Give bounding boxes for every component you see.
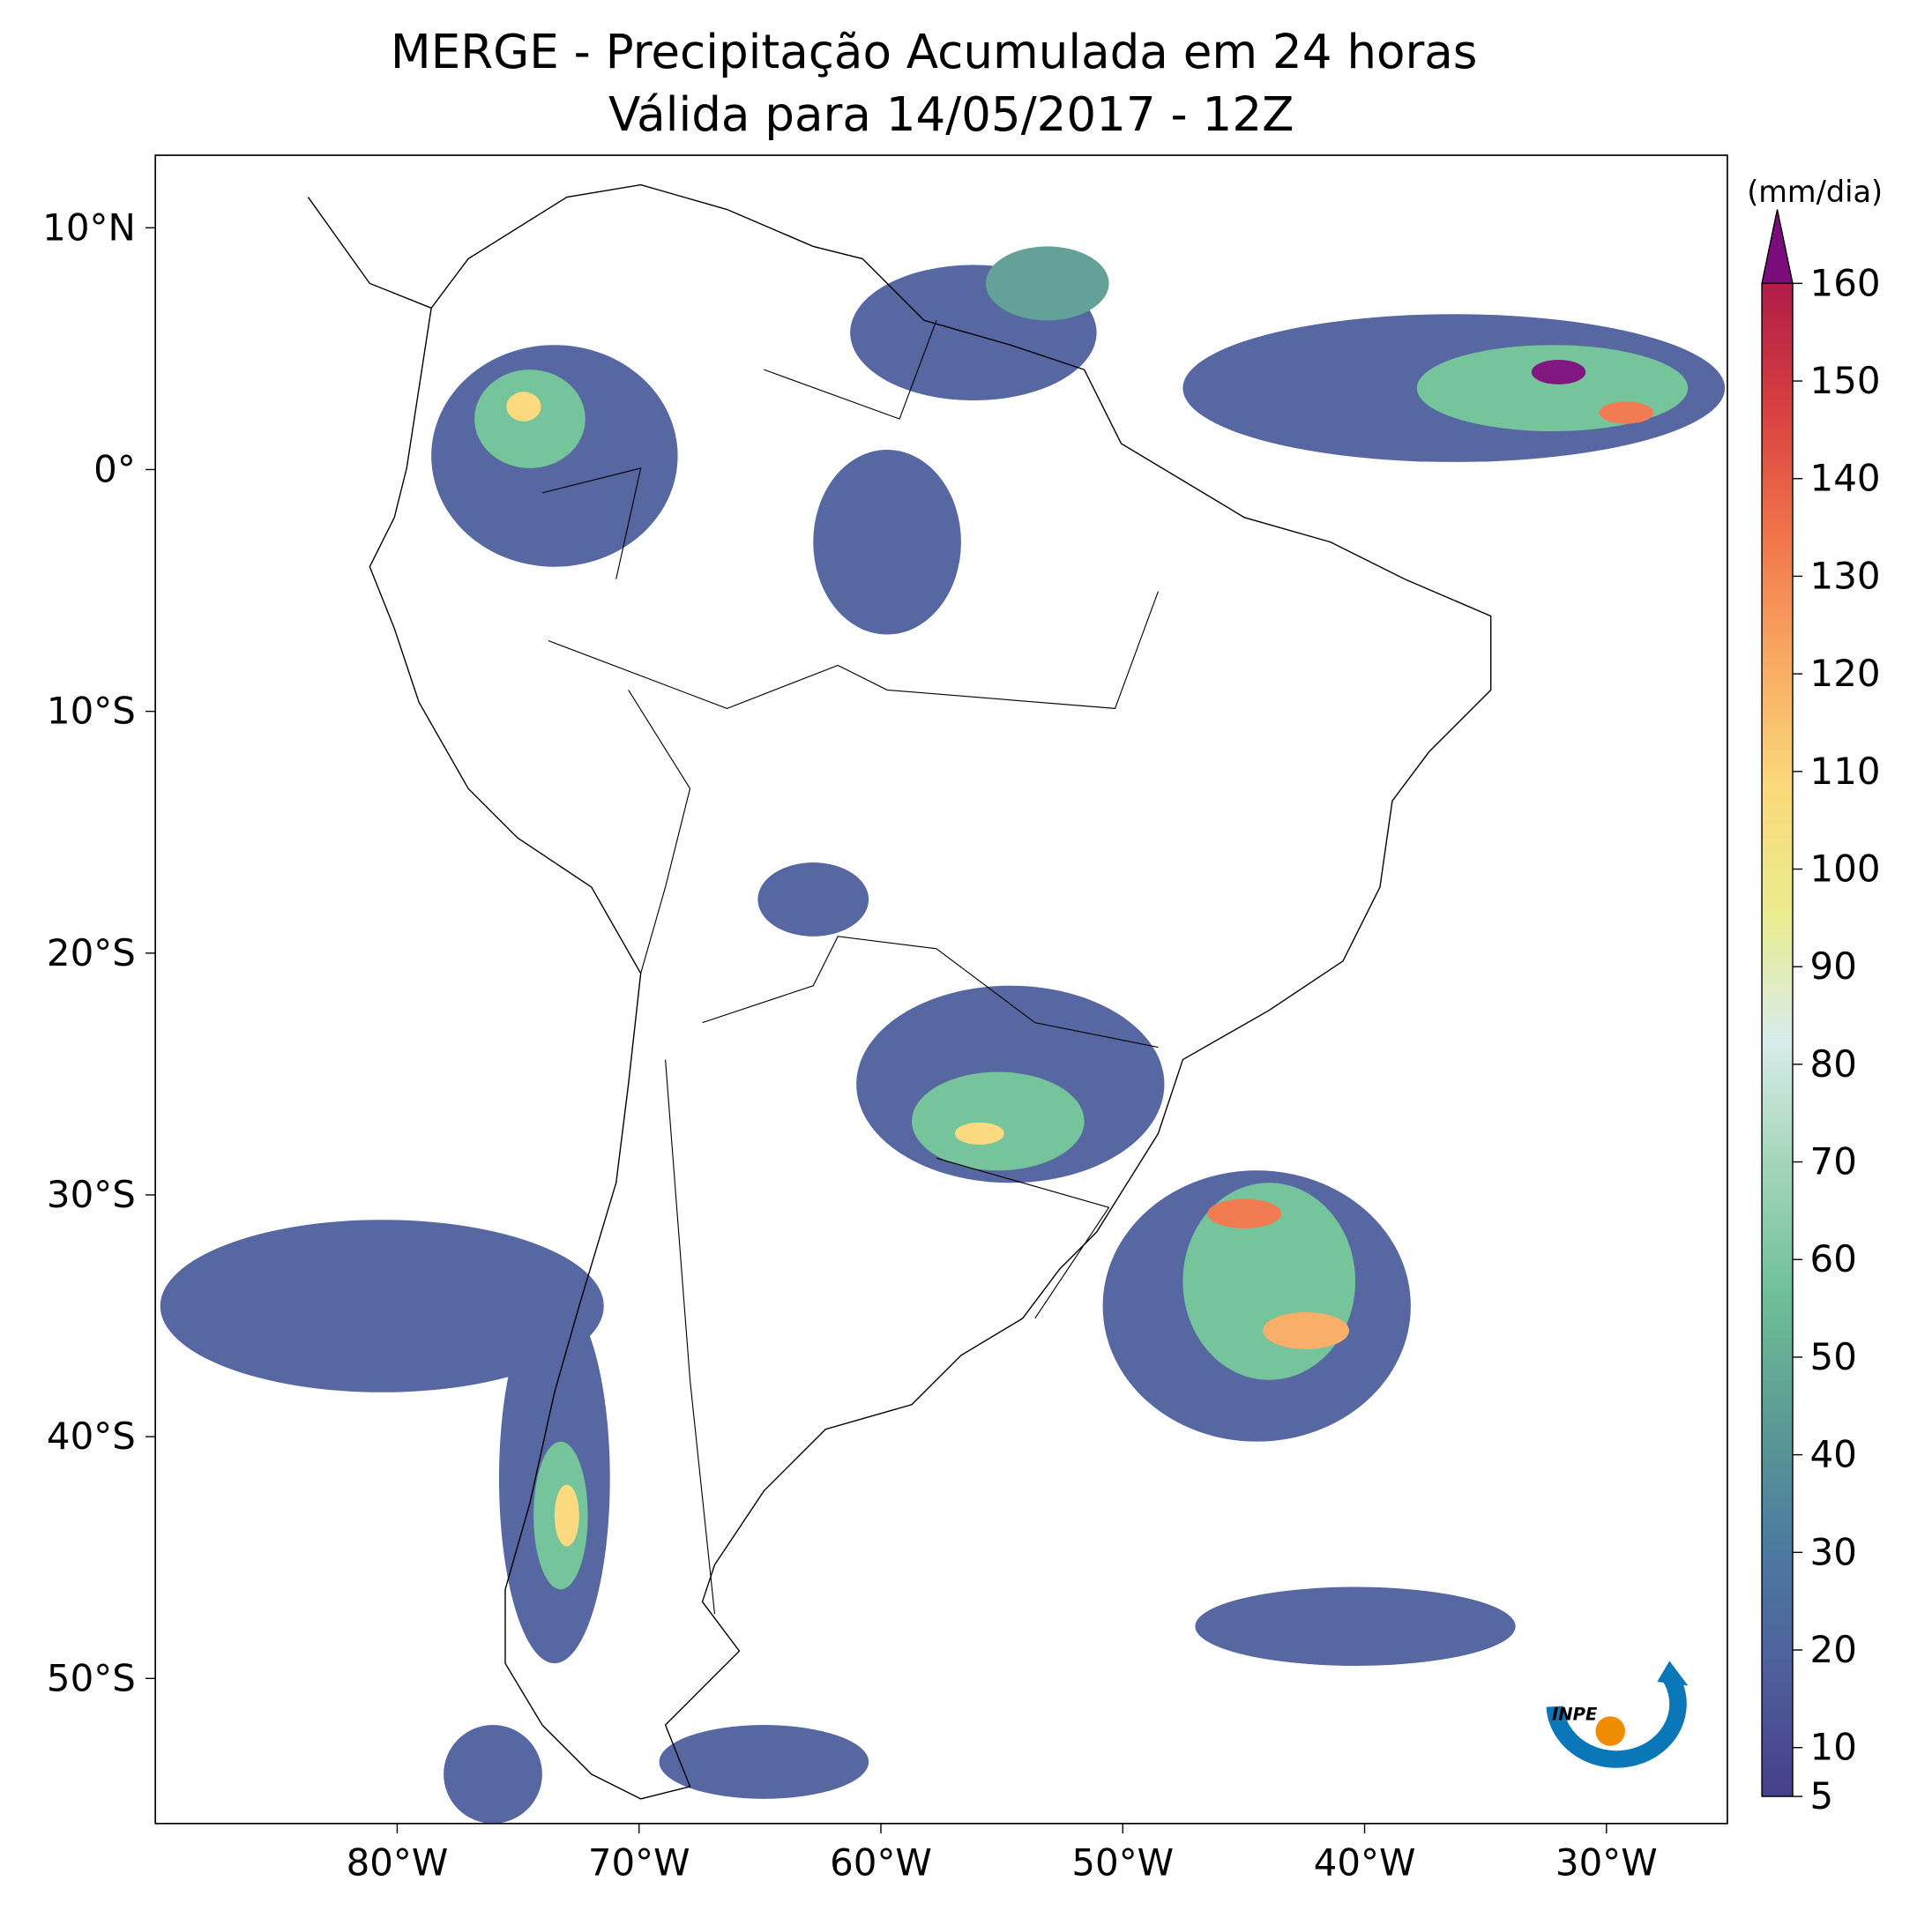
coastline bbox=[307, 183, 1492, 1800]
colorbar-tick-label: 100 bbox=[1810, 847, 1881, 890]
logo: INPE bbox=[1546, 1661, 1689, 1768]
colorbar-tick-label: 70 bbox=[1810, 1140, 1857, 1183]
x-tick-label: 60°W bbox=[830, 1840, 932, 1884]
colorbar-label: (mm/dia) bbox=[1747, 175, 1883, 209]
colorbar-tick-label: 60 bbox=[1810, 1237, 1857, 1280]
map-area bbox=[160, 183, 1726, 1824]
x-tick-label: 80°W bbox=[347, 1840, 449, 1884]
y-tick-label: 10°N bbox=[42, 205, 136, 249]
x-tick-label: 70°W bbox=[588, 1840, 690, 1884]
subtitle: Válida para 14/05/2017 - 12Z bbox=[608, 87, 1294, 142]
colorbar-tick-label: 160 bbox=[1810, 261, 1881, 304]
y-tick-label: 50°S bbox=[47, 1656, 136, 1699]
colorbar-tick-label: 140 bbox=[1810, 457, 1881, 500]
borders bbox=[541, 320, 1159, 1615]
colorbar-tick-label: 50 bbox=[1810, 1335, 1857, 1378]
colorbar-tick-label: 90 bbox=[1810, 944, 1857, 988]
x-tick-label: 40°W bbox=[1314, 1840, 1416, 1884]
x-tick-label: 30°W bbox=[1555, 1840, 1658, 1884]
colorbar-tick-label: 40 bbox=[1810, 1433, 1857, 1476]
logo-text: INPE bbox=[1552, 1704, 1598, 1724]
colorbar-tick-label: 5 bbox=[1810, 1774, 1834, 1818]
y-tick-label: 0° bbox=[93, 447, 136, 490]
colorbar-tick-label: 80 bbox=[1810, 1042, 1857, 1086]
colorbar-tick-label: 110 bbox=[1810, 750, 1881, 793]
colorbar-tick-label: 30 bbox=[1810, 1530, 1857, 1573]
map-frame bbox=[154, 154, 1728, 1825]
y-tick-label: 40°S bbox=[47, 1415, 136, 1458]
colorbar bbox=[1761, 282, 1794, 1797]
colorbar-tick-label: 20 bbox=[1810, 1628, 1857, 1671]
y-tick-label: 30°S bbox=[47, 1173, 136, 1216]
colorbar-extend bbox=[1761, 209, 1794, 285]
x-tick-label: 50°W bbox=[1071, 1840, 1174, 1884]
y-tick-label: 20°S bbox=[47, 931, 136, 974]
colorbar-tick-label: 120 bbox=[1810, 652, 1881, 695]
title: MERGE - Precipitação Acumulada em 24 hor… bbox=[391, 25, 1478, 79]
colorbar-tick-label: 10 bbox=[1810, 1726, 1857, 1769]
colorbar-tick-label: 150 bbox=[1810, 359, 1881, 402]
precipitation bbox=[160, 246, 1726, 1824]
colorbar-tick-label: 130 bbox=[1810, 554, 1881, 597]
y-tick-label: 10°S bbox=[47, 690, 136, 733]
